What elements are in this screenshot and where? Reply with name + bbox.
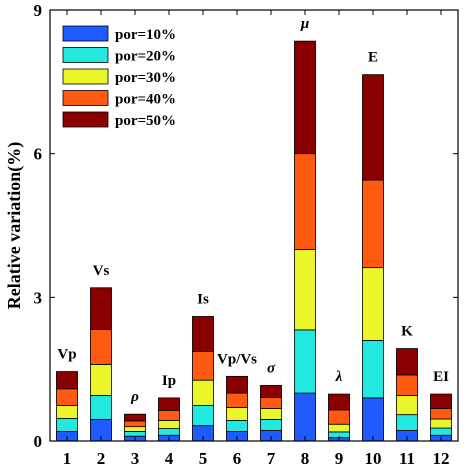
bar-segment-2-series-5: [90, 287, 112, 330]
bar-segment-5-series-2: [192, 405, 214, 427]
x-tick-label: 1: [63, 449, 72, 468]
bar-segment-8-series-4: [294, 153, 316, 250]
legend-entry-1: por=10%: [115, 27, 176, 43]
bar-segment-11-series-3: [396, 395, 418, 416]
bar-label-3: ρ: [130, 389, 139, 405]
legend-entry-3: por=30%: [115, 70, 176, 86]
legend: por=10% por=20% por=30% por=40% por=50%: [60, 20, 198, 134]
bar-segment-12-series-2: [430, 427, 452, 436]
x-tick-label: 2: [97, 449, 106, 468]
bar-segment-7-series-5: [260, 385, 282, 398]
bar-segment-9-series-3: [328, 423, 350, 433]
bar-label-5: Is: [197, 291, 209, 307]
legend-entry-4: por=40%: [115, 92, 176, 108]
bar-segment-4-series-4: [158, 409, 180, 421]
x-tick-label: 10: [365, 449, 382, 468]
bar-segment-8-series-5: [294, 40, 316, 155]
bar-segment-4-series-5: [158, 397, 180, 411]
bar-segment-3-series-3: [124, 426, 146, 432]
x-tick-label: 11: [399, 449, 415, 468]
bar-segment-5-series-3: [192, 379, 214, 406]
bar-segment-7-series-4: [260, 397, 282, 409]
bar-segment-4-series-3: [158, 420, 180, 429]
bar-segment-11-series-4: [396, 374, 418, 396]
bar-segment-4-series-2: [158, 428, 180, 436]
legend-entry-2: por=20%: [115, 49, 176, 65]
bar-segment-6-series-3: [226, 407, 248, 421]
bar-label-8: μ: [300, 16, 309, 32]
bar-segment-7-series-2: [260, 419, 282, 431]
bar-label-9: λ: [335, 369, 343, 385]
bar-segment-8-series-3: [294, 249, 316, 331]
bar-segment-10-series-4: [362, 179, 384, 269]
bar-label-2: Vs: [93, 263, 110, 279]
x-tick-label: 9: [335, 449, 344, 468]
bar-label-1: Vp: [57, 347, 76, 363]
x-tick-label: 8: [301, 449, 310, 468]
bar-segment-1-series-2: [56, 418, 78, 432]
bar-segment-11-series-2: [396, 414, 418, 431]
bar-segment-12-series-5: [430, 393, 452, 409]
x-tick-label: 4: [165, 449, 174, 468]
bar-segment-6-series-4: [226, 392, 248, 408]
bar-segment-11-series-5: [396, 348, 418, 376]
bar-segment-2-series-4: [90, 329, 112, 365]
y-tick-label: 0: [34, 432, 43, 451]
legend-swatch-4: [62, 90, 109, 106]
y-tick-label: 3: [34, 288, 43, 307]
legend-swatch-1: [62, 25, 109, 42]
x-tick-label: 7: [267, 449, 276, 468]
x-tick-label: 3: [131, 449, 140, 468]
legend-swatch-2: [62, 47, 109, 63]
bar-segment-6-series-2: [226, 420, 248, 432]
bar-segment-10-series-2: [362, 340, 384, 399]
y-tick-label: 6: [34, 145, 43, 164]
bar-segment-1-series-5: [56, 371, 78, 390]
legend-swatch-3: [62, 68, 109, 85]
y-axis-label: Relative variation(%): [4, 142, 25, 309]
x-tick-label: 12: [433, 449, 450, 468]
bar-segment-10-series-1: [362, 397, 384, 442]
bar-segment-12-series-3: [430, 418, 452, 429]
legend-entry-5: por=50%: [115, 113, 176, 129]
bar-segment-10-series-5: [362, 74, 384, 181]
bar-segment-2-series-3: [90, 363, 112, 396]
bar-segment-3-series-2: [124, 431, 146, 437]
bar-segment-12-series-4: [430, 408, 452, 420]
bar-segment-7-series-3: [260, 408, 282, 420]
bar-segment-2-series-2: [90, 395, 112, 420]
bar-segment-9-series-4: [328, 409, 350, 425]
bars-group: Vp Vs ρ Ip Is Vp/Vs σ μ λ E K EI: [56, 16, 452, 442]
plot-frame: [49, 9, 459, 442]
bar-segment-1-series-3: [56, 405, 78, 419]
bar-segment-6-series-5: [226, 375, 248, 394]
bar-segment-1-series-4: [56, 388, 78, 406]
bar-segment-5-series-5: [192, 316, 214, 352]
bar-label-10: E: [368, 50, 378, 66]
bar-label-4: Ip: [162, 373, 176, 389]
bar-label-6: Vp/Vs: [217, 351, 257, 367]
bar-label-12: EI: [433, 369, 449, 385]
bar-label-11: K: [401, 324, 413, 340]
x-tick-label: 6: [233, 449, 242, 468]
bar-label-7: σ: [267, 360, 276, 376]
bar-segment-10-series-3: [362, 267, 384, 341]
x-tick-label: 5: [199, 449, 208, 468]
bar-segment-8-series-1: [294, 392, 316, 442]
legend-swatch-5: [62, 111, 109, 128]
bar-segment-3-series-4: [124, 420, 146, 428]
bar-segment-9-series-5: [328, 393, 350, 411]
y-tick-label: 9: [34, 1, 43, 20]
bar-segment-5-series-4: [192, 351, 214, 381]
bar-segment-3-series-5: [124, 413, 146, 422]
bar-segment-8-series-2: [294, 329, 316, 394]
